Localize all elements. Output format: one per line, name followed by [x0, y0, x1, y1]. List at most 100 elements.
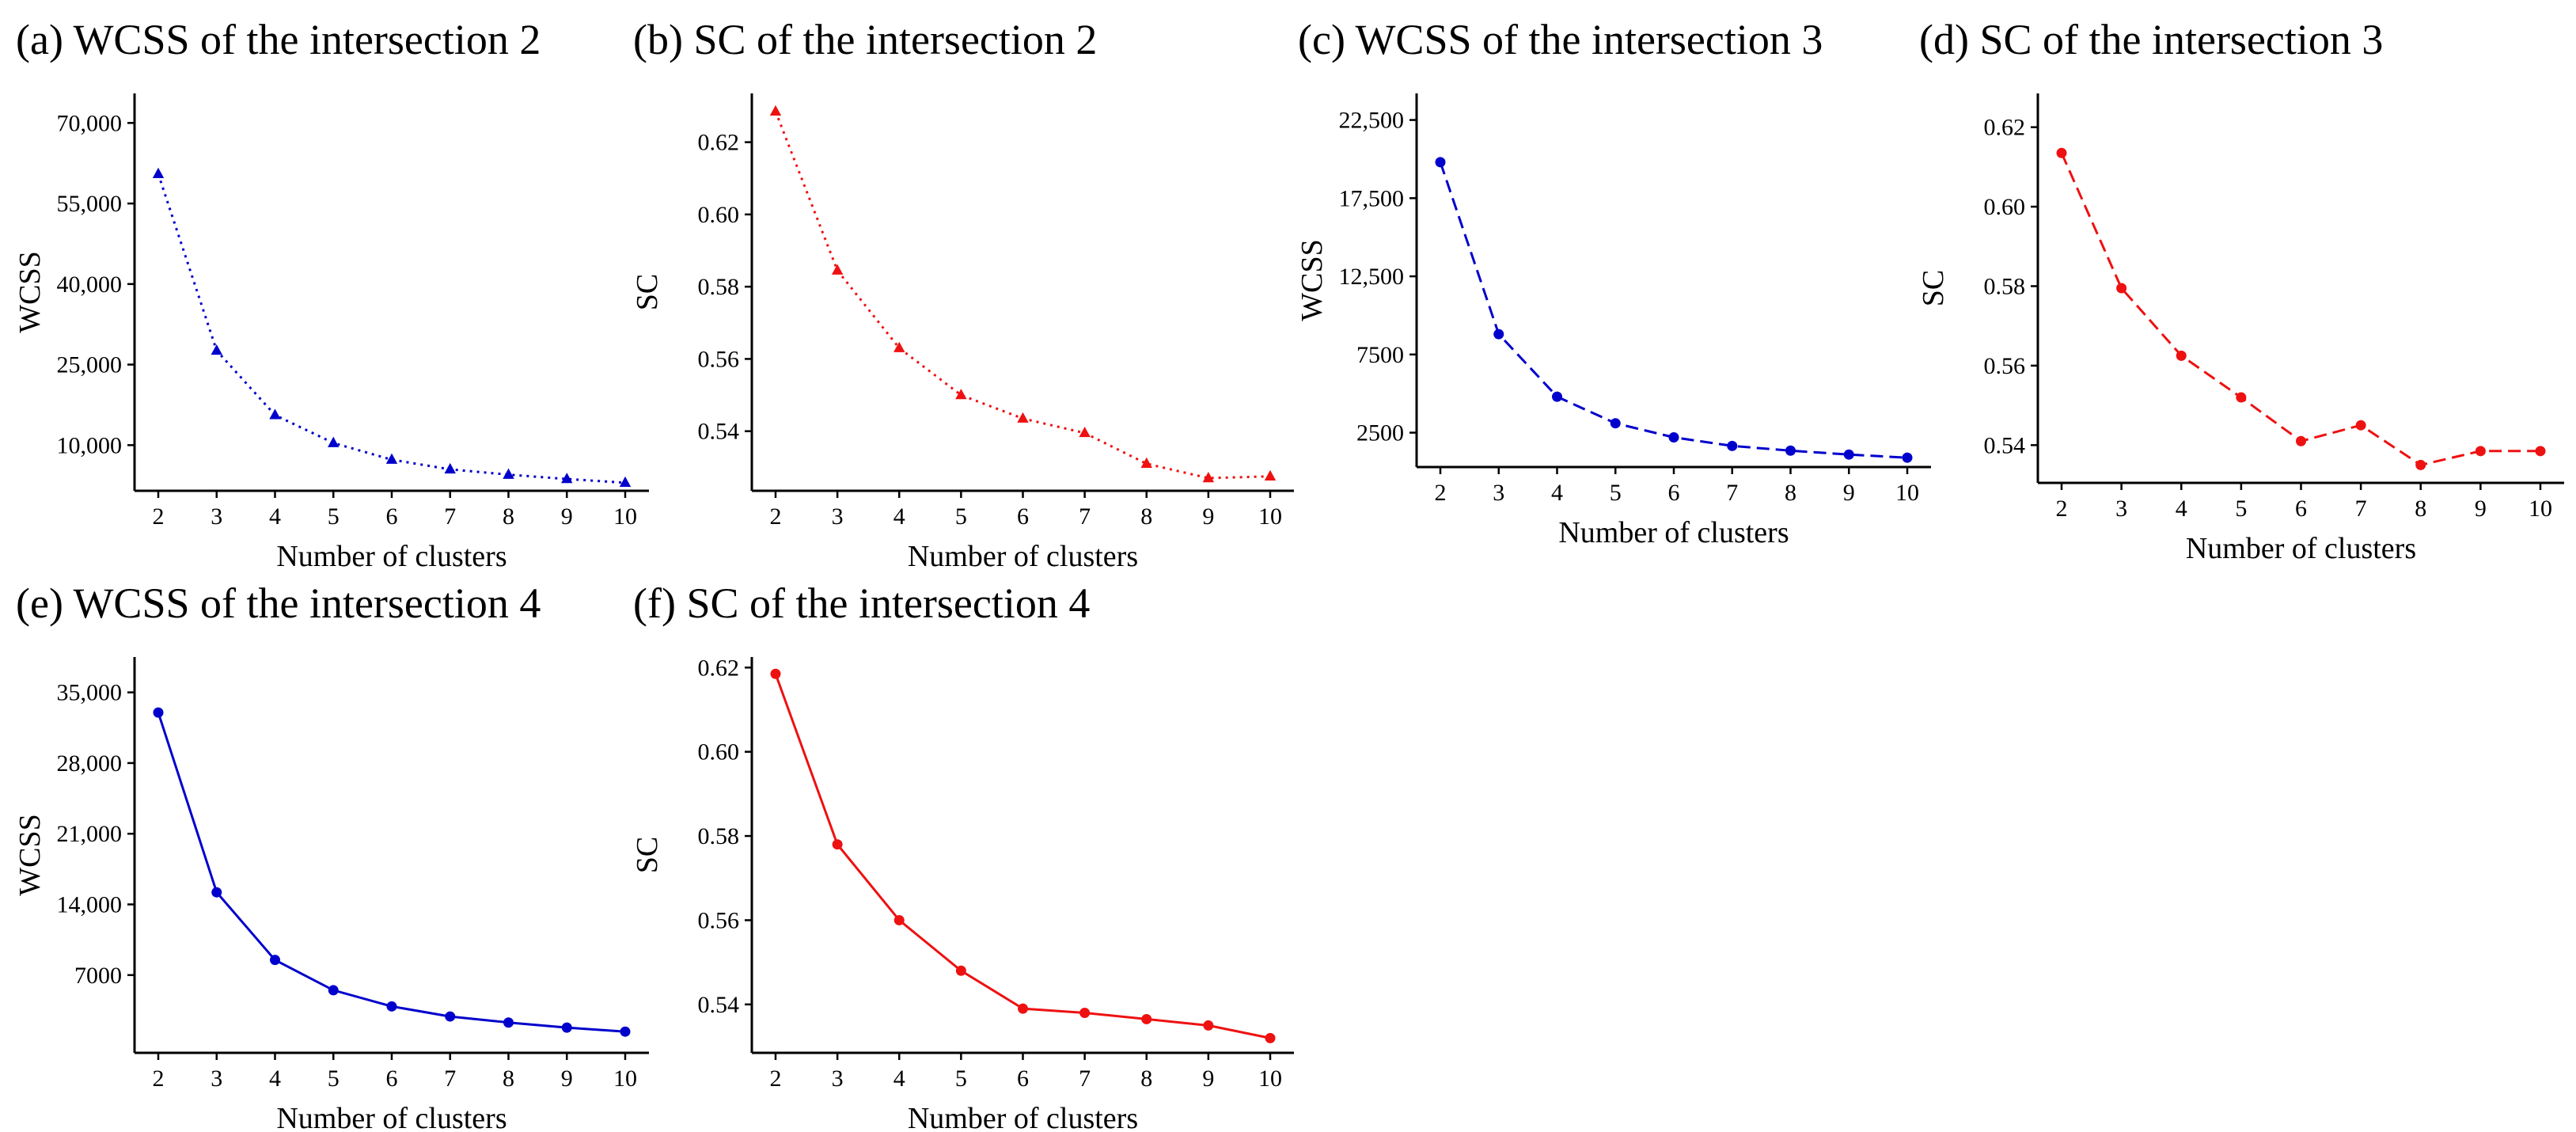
data-point [1140, 457, 1152, 468]
data-point [893, 341, 905, 352]
x-tick-label: 5 [955, 503, 967, 530]
data-point [2236, 392, 2247, 403]
data-point [1079, 1007, 1091, 1018]
series-line [774, 111, 1271, 480]
x-tick-label: 7 [1079, 503, 1091, 530]
y-tick-label: 0.54 [698, 419, 740, 445]
data-point [2535, 446, 2546, 457]
x-tick-label: 2 [770, 1066, 782, 1092]
x-tick-label: 10 [1258, 503, 1282, 530]
chart-panel-f: (f) SC of the intersection 4 2 3 4 5 6 7 8 9 10 0.… [631, 579, 1294, 1132]
x-tick-label: 9 [1202, 503, 1214, 530]
x-tick-label: 4 [893, 503, 905, 530]
data-point [385, 453, 398, 464]
y-tick-label: 55,000 [57, 191, 123, 217]
data-point [2176, 350, 2187, 361]
data-point [1843, 449, 1854, 460]
data-point [2296, 435, 2306, 446]
x-tick-label: 8 [1140, 1066, 1152, 1092]
x-axis-label: Number of clusters [2186, 532, 2416, 565]
x-tick-label: 7 [444, 503, 456, 530]
data-point [1785, 445, 1796, 456]
x-tick-label: 6 [386, 503, 398, 530]
x-tick-label: 2 [153, 1066, 165, 1092]
x-tick-label: 3 [832, 1066, 844, 1092]
y-tick-label: 28,000 [57, 750, 123, 777]
x-tick-label: 5 [2235, 496, 2247, 522]
x-tick-label: 8 [503, 503, 514, 530]
y-axis-label: SC [631, 274, 664, 310]
y-tick-label: 0.60 [698, 739, 740, 765]
series-line [157, 173, 626, 484]
y-axis-label: WCSS [13, 251, 47, 332]
x-tick-label: 5 [1610, 480, 1622, 506]
chart-panel-d: (d) SC of the intersection 3 2 3 4 5 6 7 8 9 10 0.… [1917, 16, 2564, 565]
y-tick-label: 21,000 [57, 821, 123, 847]
x-tick-label: 2 [2056, 496, 2068, 522]
y-axis-label: WCSS [13, 814, 47, 895]
y-tick-label: 7000 [74, 963, 122, 989]
chart-panel-c: (c) WCSS of the intersection 3 2 3 4 5 6 7 8 9 10… [1296, 16, 1931, 549]
x-tick-label: 8 [503, 1066, 514, 1092]
x-tick-label: 4 [1551, 480, 1563, 506]
data-point [1552, 391, 1562, 402]
data-point [2415, 459, 2426, 470]
x-axis-label: Number of clusters [276, 1102, 506, 1132]
y-axis-label: SC [631, 837, 664, 873]
data-point [1610, 418, 1621, 429]
data-point [1141, 1013, 1152, 1024]
x-tick-label: 6 [386, 1066, 398, 1092]
y-tick-label: 0.58 [698, 823, 740, 849]
chart-panel-e: (e) WCSS of the intersection 4 2 3 4 5 6 7 8 9 10… [13, 579, 649, 1132]
y-tick-label: 0.62 [698, 130, 740, 156]
x-tick-label: 9 [2475, 496, 2487, 522]
y-tick-label: 22,500 [1339, 108, 1405, 134]
x-tick-label: 8 [2415, 496, 2426, 522]
chart-title: (c) WCSS of the intersection 3 [1298, 16, 1823, 63]
data-point [831, 264, 844, 275]
data-point [1493, 329, 1504, 340]
y-tick-label: 7500 [1356, 342, 1404, 368]
data-point [445, 1011, 456, 1022]
x-tick-label: 4 [893, 1066, 905, 1092]
data-point [444, 462, 456, 474]
x-tick-label: 9 [1843, 480, 1855, 506]
y-tick-label: 0.56 [698, 907, 740, 933]
x-tick-label: 6 [1668, 480, 1680, 506]
data-point [328, 985, 339, 996]
series-line [157, 712, 626, 1033]
y-axis-label: SC [1917, 270, 1950, 306]
x-tick-label: 8 [1785, 480, 1796, 506]
y-tick-label: 35,000 [57, 680, 123, 706]
data-point [1902, 452, 1913, 463]
chart-title: (d) SC of the intersection 3 [1919, 16, 2383, 63]
y-tick-label: 0.62 [698, 655, 740, 681]
x-axis-label: Number of clusters [1558, 516, 1789, 549]
x-tick-label: 3 [832, 503, 844, 530]
chart-title: (a) WCSS of the intersection 2 [16, 16, 541, 63]
x-tick-label: 2 [1435, 480, 1447, 506]
chart-title: (f) SC of the intersection 4 [633, 579, 1090, 627]
y-tick-label: 12,500 [1339, 264, 1405, 290]
y-tick-label: 10,000 [57, 432, 123, 458]
x-tick-label: 7 [444, 1066, 456, 1092]
data-point [561, 473, 573, 484]
data-point [1079, 426, 1091, 438]
x-tick-label: 7 [2355, 496, 2367, 522]
y-tick-label: 0.56 [698, 346, 740, 372]
chart-title: (e) WCSS of the intersection 4 [16, 579, 541, 627]
data-point [1668, 431, 1679, 443]
data-point [153, 707, 164, 718]
data-point [269, 408, 281, 420]
x-tick-label: 4 [269, 1066, 281, 1092]
x-tick-label: 5 [955, 1066, 967, 1092]
x-tick-label: 4 [2176, 496, 2187, 522]
x-tick-label: 3 [211, 1066, 222, 1092]
data-point [2056, 147, 2067, 158]
x-tick-label: 3 [211, 503, 222, 530]
x-tick-label: 7 [1079, 1066, 1091, 1092]
x-tick-label: 10 [613, 1066, 637, 1092]
series-line [774, 673, 1271, 1039]
series-line [1439, 161, 1908, 459]
